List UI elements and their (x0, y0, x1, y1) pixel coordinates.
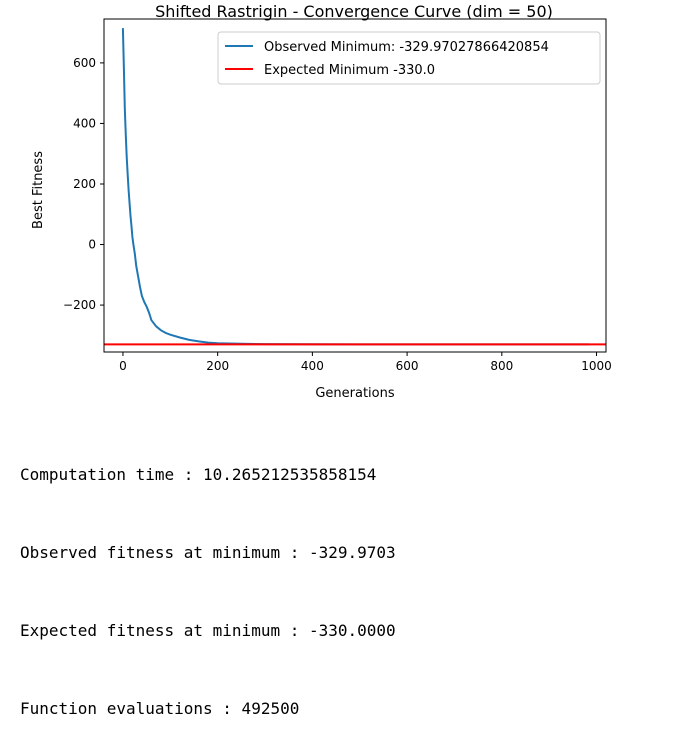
y-tick-label: 200 (73, 177, 96, 191)
x-axis-label: Generations (315, 386, 395, 400)
plot-area-frame (103, 18, 607, 353)
function-evaluations-line: Function evaluations : 492500 (20, 699, 300, 718)
x-tick-label: 200 (206, 359, 229, 373)
y-tick-label: 400 (73, 116, 96, 130)
x-tick-label: 600 (396, 359, 419, 373)
legend: Observed Minimum: -329.97027866420854 Ex… (217, 31, 601, 85)
y-tick-label: 0 (88, 238, 96, 252)
x-tick-label: 800 (490, 359, 513, 373)
y-axis-label: Best Fitness (31, 151, 46, 229)
expected-fitness-line: Expected fitness at minimum : -330.0000 (20, 621, 396, 640)
observed-fitness-line: Observed fitness at minimum : -329.9703 (20, 543, 396, 562)
x-tick-label: 0 (119, 359, 127, 373)
chart-title: Shifted Rastrigin - Convergence Curve (d… (155, 2, 553, 21)
y-tick-label: 600 (73, 56, 96, 70)
convergence-chart: Shifted Rastrigin - Convergence Curve (d… (31, 2, 612, 400)
legend-frame (217, 31, 601, 85)
legend-label-observed: Observed Minimum: -329.97027866420854 (264, 40, 549, 55)
y-tick-label: −200 (63, 298, 96, 312)
legend-label-expected: Expected Minimum -330.0 (264, 63, 435, 78)
x-tick-label: 1000 (581, 359, 612, 373)
x-tick-label: 400 (301, 359, 324, 373)
console-output: Computation time : 10.265212535858154 Ob… (20, 410, 396, 748)
computation-time-line: Computation time : 10.265212535858154 (20, 465, 377, 484)
